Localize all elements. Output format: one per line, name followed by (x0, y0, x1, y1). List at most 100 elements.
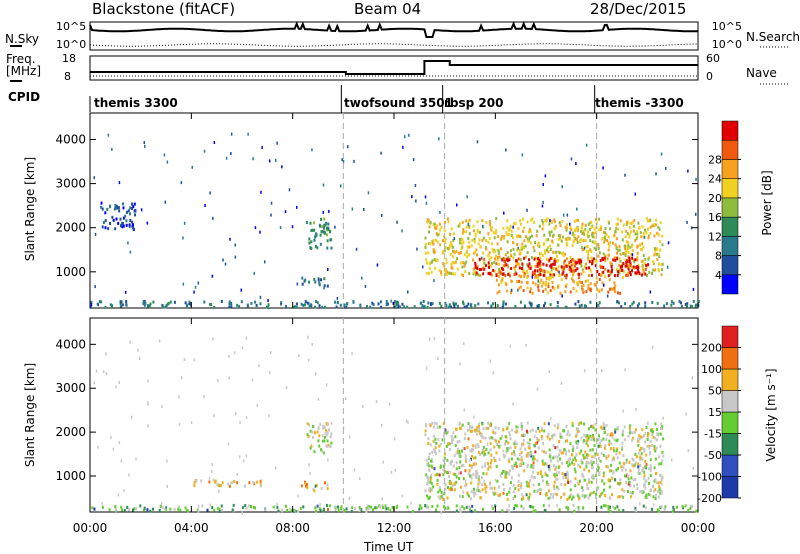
data-cell (653, 247, 656, 251)
data-cell (585, 494, 588, 498)
data-cell (565, 226, 568, 230)
data-cell (379, 300, 382, 304)
data-cell (697, 300, 700, 304)
data-cell (652, 260, 655, 264)
data-cell (486, 442, 489, 446)
data-cell (470, 449, 473, 453)
data-cell (426, 506, 429, 510)
data-cell (550, 268, 553, 272)
data-cell (182, 236, 184, 240)
data-cell (622, 262, 625, 265)
data-cell (442, 505, 445, 509)
data-cell (122, 224, 125, 228)
data-cell (572, 446, 575, 450)
data-cell (106, 207, 109, 211)
data-cell (560, 495, 563, 499)
data-cell (435, 422, 438, 426)
data-cell (495, 278, 498, 282)
data-cell (495, 451, 498, 455)
data-cell (431, 504, 434, 508)
data-cell (468, 469, 471, 473)
data-cell (452, 250, 455, 254)
data-cell (537, 241, 540, 245)
data-cell (248, 481, 251, 485)
data-cell (429, 242, 431, 246)
data-cell (632, 265, 635, 269)
data-cell (164, 507, 166, 511)
data-cell (472, 456, 475, 460)
data-cell (566, 439, 568, 443)
data-cell (513, 442, 516, 446)
data-cell (491, 486, 493, 490)
data-cell (656, 438, 658, 442)
colorbar-swatch (721, 476, 739, 499)
data-cell (600, 369, 603, 373)
data-cell (550, 275, 553, 279)
data-cell (342, 426, 345, 430)
data-cell (660, 152, 663, 156)
data-cell (657, 225, 660, 229)
data-cell (655, 218, 658, 222)
data-cell (460, 485, 462, 489)
data-cell (268, 414, 270, 418)
data-cell (431, 259, 434, 263)
data-cell (440, 491, 443, 494)
data-cell (321, 449, 324, 453)
data-cell (472, 473, 475, 476)
data-cell (184, 301, 187, 305)
data-cell (524, 244, 527, 248)
data-cell (644, 304, 647, 308)
data-cell (438, 425, 441, 429)
data-cell (571, 424, 574, 427)
data-cell (194, 285, 197, 289)
data-cell (435, 508, 438, 512)
data-cell (620, 445, 623, 449)
data-cell (612, 470, 615, 474)
data-cell (597, 245, 600, 248)
data-cell (183, 221, 186, 225)
data-cell (326, 239, 329, 243)
data-cell (549, 273, 552, 277)
data-cell (320, 217, 322, 221)
data-cell (488, 263, 491, 267)
data-cell (509, 446, 512, 450)
data-cell (615, 267, 618, 271)
data-cell (482, 272, 485, 276)
data-cell (359, 304, 362, 308)
data-cell (428, 487, 431, 490)
data-cell (634, 271, 637, 275)
colorbar-swatch (721, 255, 739, 276)
data-cell (518, 248, 521, 252)
data-cell (340, 507, 342, 511)
data-cell (534, 509, 537, 513)
data-cell (651, 346, 654, 349)
data-cell (519, 235, 522, 239)
data-cell (540, 437, 543, 441)
data-cell (645, 263, 648, 267)
data-cell (459, 454, 462, 458)
data-cell (173, 300, 176, 304)
data-cell (478, 480, 481, 484)
data-cell (479, 490, 482, 494)
data-cell (593, 443, 596, 447)
data-cell (478, 429, 481, 433)
data-cell (602, 270, 605, 274)
data-cell (572, 270, 574, 274)
data-cell (657, 489, 660, 493)
data-cell (460, 247, 463, 250)
data-cell (489, 482, 491, 486)
data-cell (551, 436, 554, 440)
data-cell (591, 455, 594, 459)
data-cell (340, 184, 342, 188)
data-cell (425, 242, 427, 246)
data-cell (588, 493, 591, 497)
data-cell (401, 229, 403, 233)
data-cell (637, 451, 640, 455)
data-cell (593, 438, 595, 442)
data-cell (513, 273, 516, 277)
data-cell (161, 303, 164, 307)
data-cell (496, 443, 498, 446)
data-cell (549, 453, 552, 457)
data-cell (629, 483, 632, 487)
data-cell (121, 202, 124, 206)
